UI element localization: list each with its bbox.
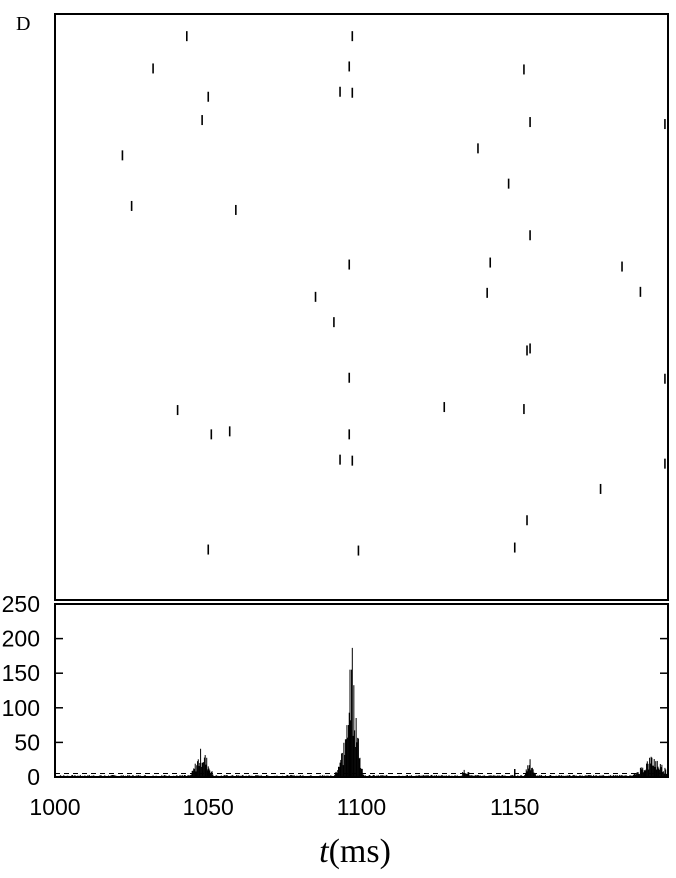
histogram-bars xyxy=(54,647,668,777)
x-axis-label-var: t xyxy=(319,833,330,870)
y-tick-label: 200 xyxy=(2,626,40,652)
histogram-panel: 0 50 100 150 200 250 1000 1050 1100 1150 xyxy=(2,591,669,820)
y-tick-label: 250 xyxy=(2,591,40,617)
histogram-frame xyxy=(54,603,669,778)
spike-marks xyxy=(121,31,666,556)
x-tick-label: 1050 xyxy=(183,794,234,820)
x-axis-label: t(ms) xyxy=(319,833,391,870)
histogram-axes xyxy=(54,603,669,778)
y-tick-label: 100 xyxy=(2,695,40,721)
y-tick-label: 50 xyxy=(14,729,40,755)
raster-panel: D xyxy=(16,13,669,601)
x-tick-label: 1150 xyxy=(490,794,539,820)
y-tick-label: 150 xyxy=(2,660,40,686)
x-axis-label-unit: (ms) xyxy=(329,833,391,870)
x-tick-label: 1000 xyxy=(29,794,80,820)
panel-label: D xyxy=(16,13,30,35)
raster-frame xyxy=(54,13,669,601)
y-tick-label: 0 xyxy=(27,764,40,790)
tick-labels: 0 50 100 150 200 250 1000 1050 1100 1150 xyxy=(2,591,540,820)
x-tick-label: 1100 xyxy=(337,794,386,820)
